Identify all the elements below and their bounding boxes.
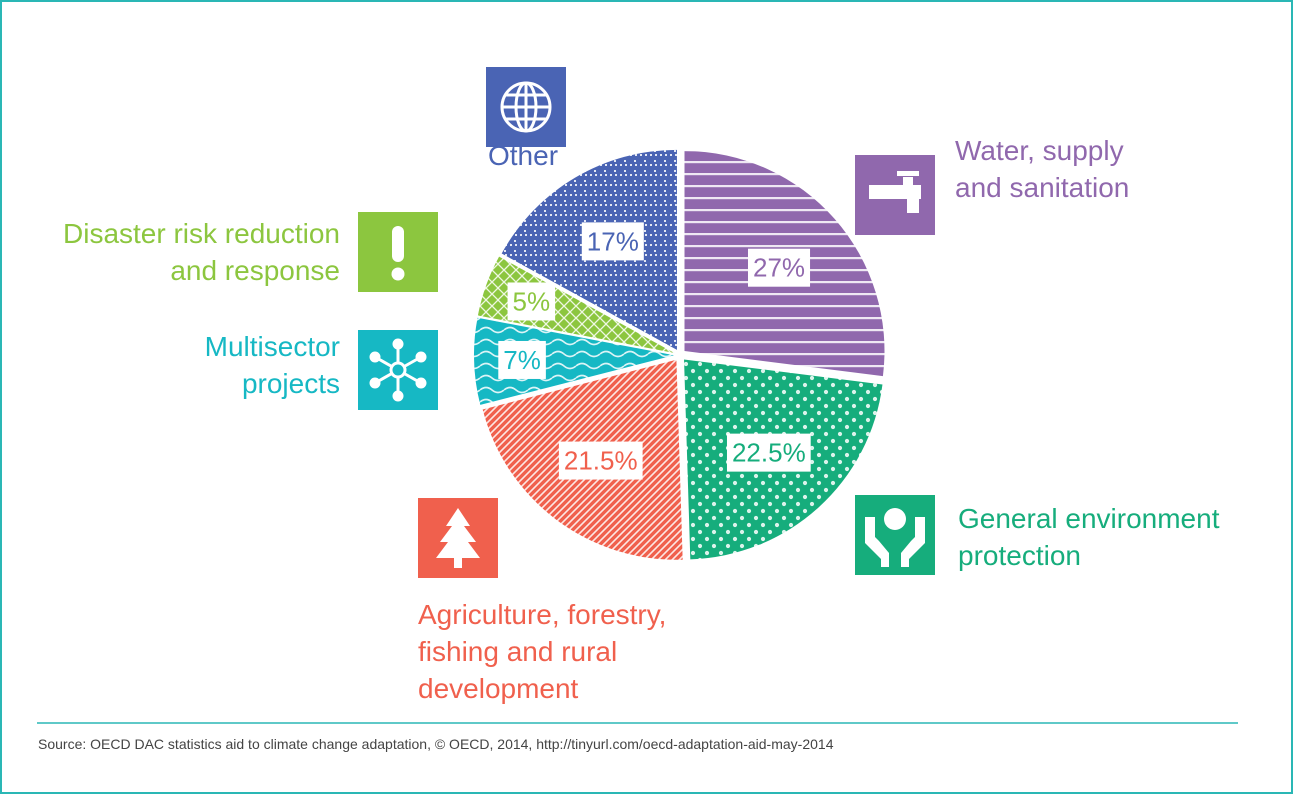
value-label: 22.5% <box>732 438 806 468</box>
value-label-box <box>747 248 811 287</box>
category-label: Water, supply and sanitation <box>955 135 1130 203</box>
value-label: 17% <box>587 226 639 256</box>
value-label: 27% <box>753 253 805 283</box>
category-label: Agriculture, forestry, fishing and rural… <box>418 599 667 704</box>
category-label: Multisector projects <box>204 331 340 399</box>
category-label: Other <box>488 140 559 171</box>
category-label: Disaster risk reduction and response <box>63 218 340 286</box>
pie-slice <box>477 256 675 353</box>
category-label: General environment protection <box>958 503 1220 571</box>
icon-environment <box>855 495 935 575</box>
icon-disaster <box>358 212 438 292</box>
value-label-box <box>507 282 556 321</box>
icon-water <box>855 155 935 235</box>
value-label: 5% <box>513 286 551 316</box>
value-label-box <box>498 340 546 379</box>
icon-tree <box>418 498 498 578</box>
icon-globe <box>486 67 566 147</box>
value-label-box <box>726 433 811 472</box>
source-note: Source: OECD DAC statistics aid to clima… <box>38 736 834 752</box>
value-label-box <box>558 441 643 480</box>
value-label: 7% <box>503 345 541 375</box>
icon-multisector <box>358 330 438 410</box>
pie-slice <box>474 317 675 405</box>
value-label: 21.5% <box>564 446 638 476</box>
value-label-box <box>581 222 644 261</box>
